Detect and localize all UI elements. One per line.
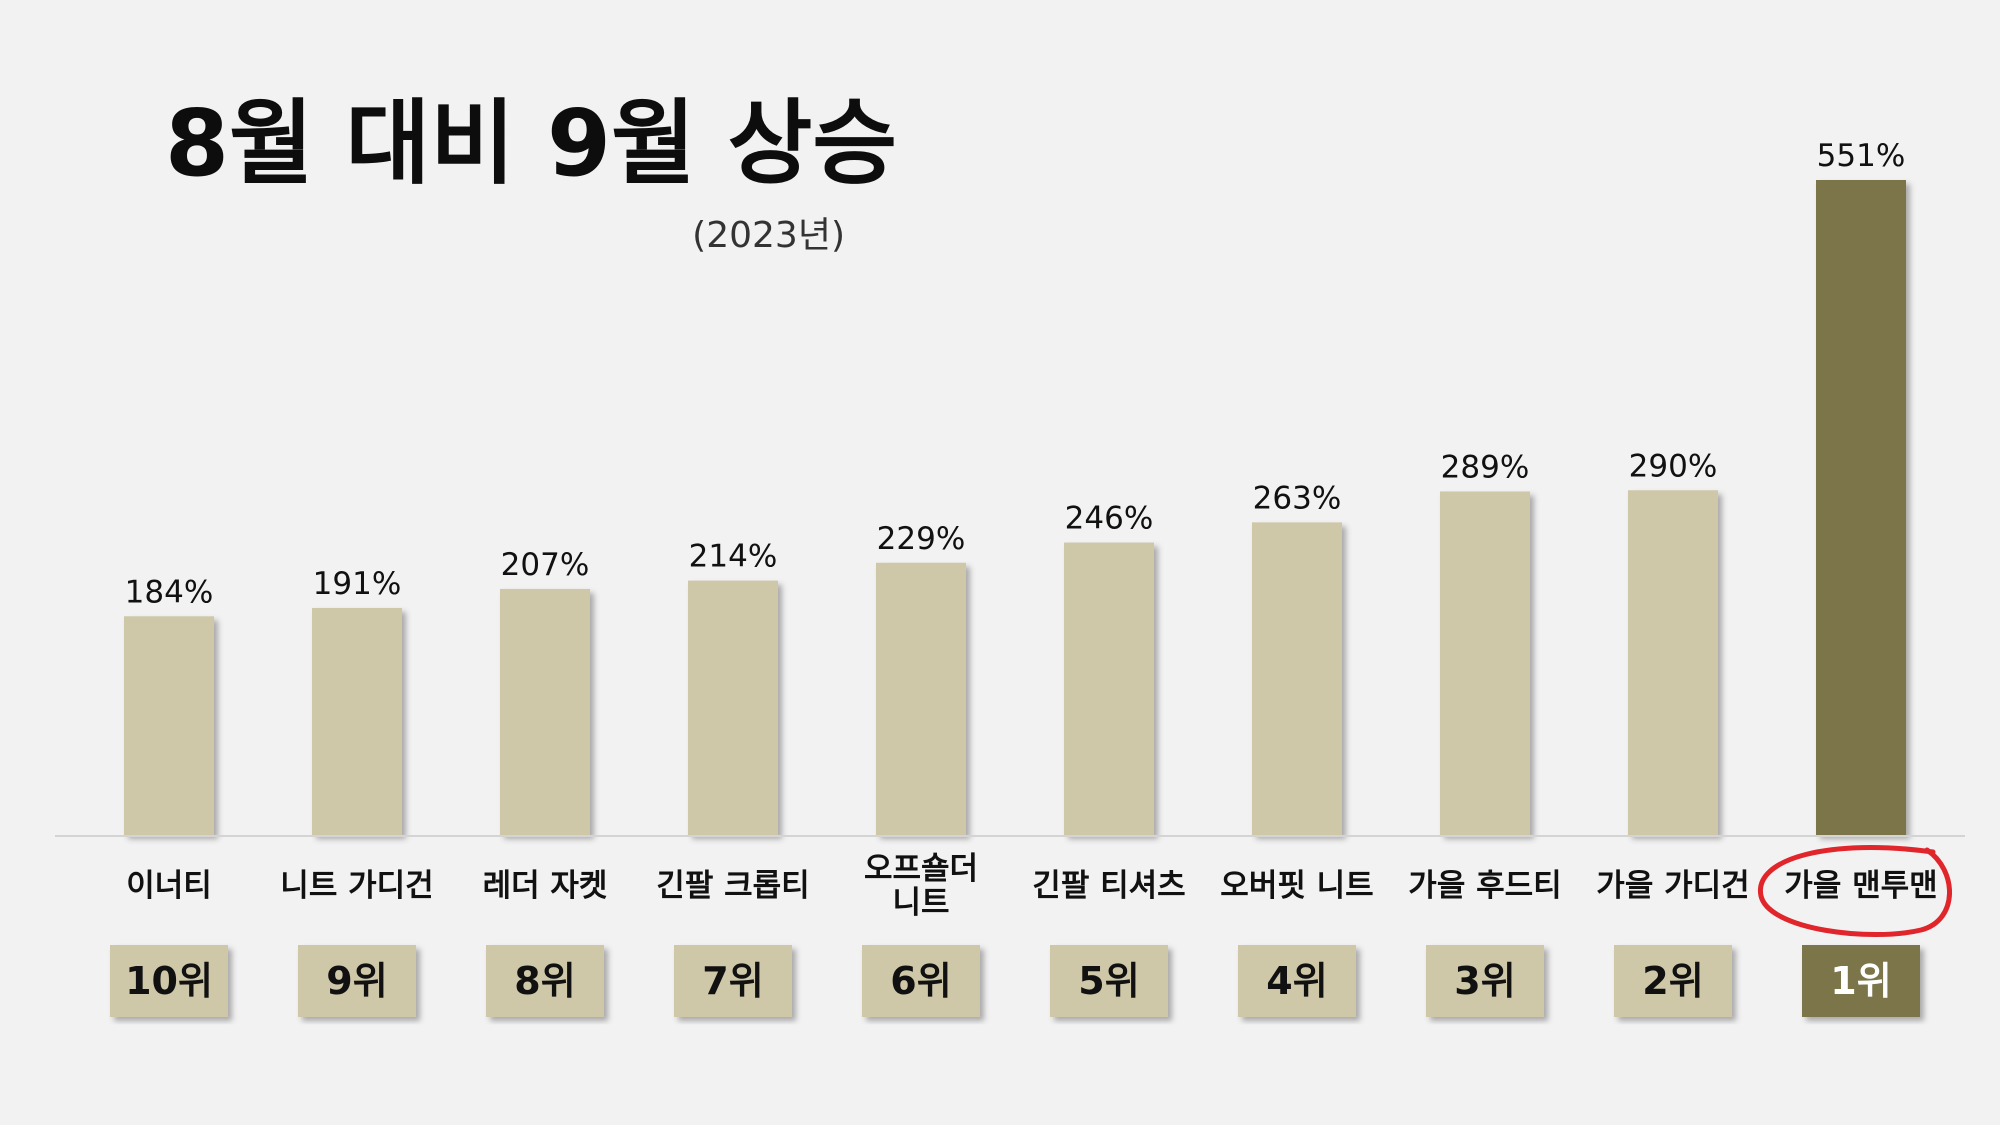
category-label-5: 오프숄더 니트 — [864, 851, 978, 921]
value-label-2: 191% — [313, 566, 402, 602]
rank-box-6 — [1050, 945, 1168, 1017]
value-label-7: 263% — [1253, 480, 1342, 516]
bars-group — [124, 180, 1906, 835]
rank-label-9: 2위 — [1642, 959, 1703, 1003]
category-label-8: 가을 후드티 — [1408, 868, 1561, 904]
rank-box-3 — [486, 945, 604, 1017]
value-label-3: 207% — [501, 547, 590, 583]
category-label-3: 레더 자켓 — [483, 868, 608, 904]
rank-label-5: 6위 — [890, 959, 951, 1003]
rank-label-6: 5위 — [1078, 959, 1139, 1003]
bar-9 — [1628, 490, 1718, 835]
bar-7 — [1252, 522, 1342, 835]
rank-label-1: 10위 — [125, 959, 213, 1003]
category-label-7: 오버핏 니트 — [1220, 868, 1373, 904]
category-label-10: 가을 맨투맨 — [1784, 868, 1937, 904]
rank-box-2 — [298, 945, 416, 1017]
value-label-1: 184% — [125, 574, 214, 610]
rank-label-8: 3위 — [1454, 959, 1515, 1003]
highlight-circle-annotation — [1758, 845, 1952, 937]
value-label-4: 214% — [689, 539, 778, 575]
value-label-9: 290% — [1629, 448, 1718, 484]
bar-3 — [500, 588, 590, 835]
rank-label-10: 1위 — [1830, 959, 1891, 1003]
chart-title: 8월 대비 9월 상승 — [165, 90, 897, 197]
bar-10 — [1816, 180, 1906, 835]
category-label-6: 긴팔 티셔츠 — [1032, 868, 1185, 904]
chart-subtitle: (2023년) — [692, 215, 845, 256]
value-label-5: 229% — [877, 521, 966, 557]
rank-label-7: 4위 — [1266, 959, 1327, 1003]
value-label-10: 551% — [1817, 138, 1906, 174]
rank-box-7 — [1238, 945, 1356, 1017]
rank-box-5 — [862, 945, 980, 1017]
bar-6 — [1064, 542, 1154, 835]
bar-1 — [124, 616, 214, 835]
rank-box-4 — [674, 945, 792, 1017]
category-label-2: 니트 가디건 — [280, 868, 433, 904]
rank-box-9 — [1614, 945, 1732, 1017]
category-label-1: 이너티 — [126, 868, 212, 904]
category-label-4: 긴팔 크롭티 — [656, 868, 809, 904]
bar-8 — [1440, 491, 1530, 835]
rank-box-1 — [110, 945, 228, 1017]
rank-label-2: 9위 — [326, 959, 387, 1003]
bar-5 — [876, 562, 966, 835]
bar-4 — [688, 580, 778, 835]
rank-box-8 — [1426, 945, 1544, 1017]
rank-box-10 — [1802, 945, 1920, 1017]
value-label-8: 289% — [1441, 449, 1530, 485]
rank-label-3: 8위 — [514, 959, 575, 1003]
bar-2 — [312, 607, 402, 835]
category-label-9: 가을 가디건 — [1596, 868, 1749, 904]
labels-group: 184% 이너티 10위 191% 니트 가디건 9위 207% 레더 자켓 8위 214% 긴팔 … — [110, 138, 1952, 1017]
value-label-6: 246% — [1065, 501, 1154, 537]
rank-label-4: 7위 — [702, 959, 763, 1003]
